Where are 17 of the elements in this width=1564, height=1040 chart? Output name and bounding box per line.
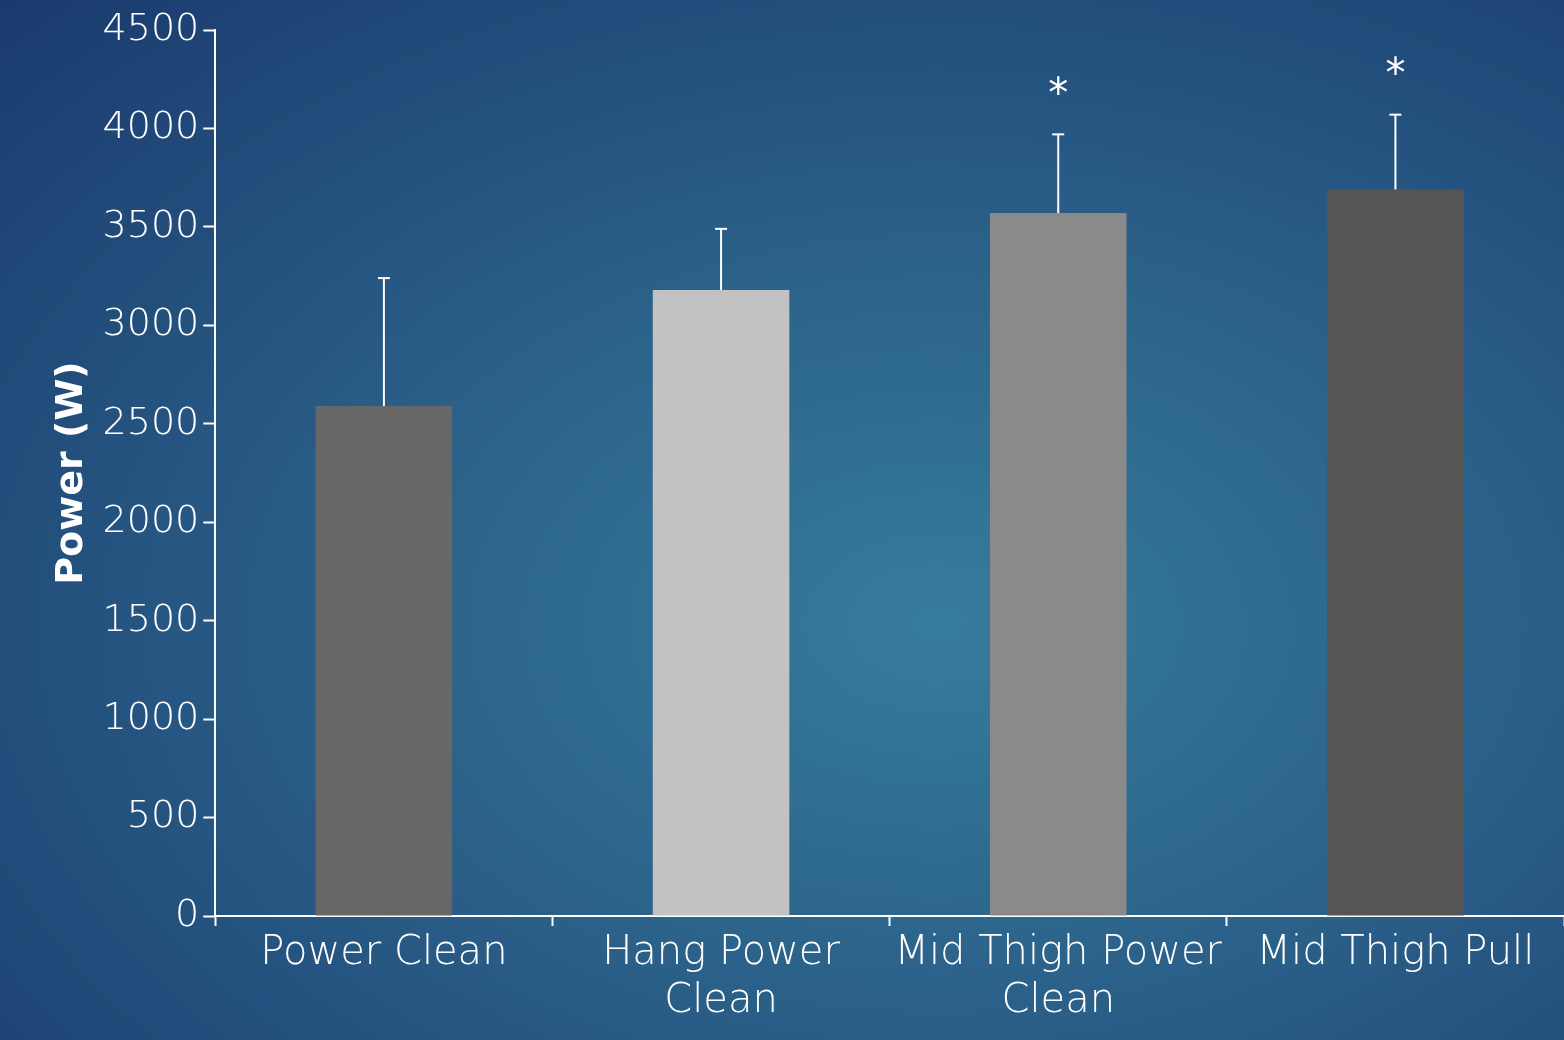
y-tick-label: 4000: [102, 103, 200, 148]
y-tick-label: 1000: [102, 693, 200, 738]
y-tick-label: 1500: [102, 595, 200, 640]
annotation: *: [1385, 50, 1406, 97]
y-tick-label: 3000: [102, 300, 200, 345]
y-tick-label: 2000: [102, 497, 200, 542]
x-tick-label: Mid Thigh Power Clean: [894, 927, 1223, 1022]
x-tick-label: Hang Power Clean: [602, 927, 841, 1022]
y-tick-label: 2500: [102, 398, 200, 443]
y-tick-label: 4500: [102, 4, 200, 49]
x-tick-label: Mid Thigh Pull: [1256, 927, 1535, 974]
y-tick-label: 500: [126, 792, 200, 837]
y-tick-label: 3500: [102, 201, 200, 246]
y-axis-title: Power (W): [46, 361, 91, 585]
annotation: *: [1048, 69, 1069, 116]
y-tick-label: 0: [175, 890, 200, 935]
x-tick-label: Power Clean: [260, 927, 508, 974]
